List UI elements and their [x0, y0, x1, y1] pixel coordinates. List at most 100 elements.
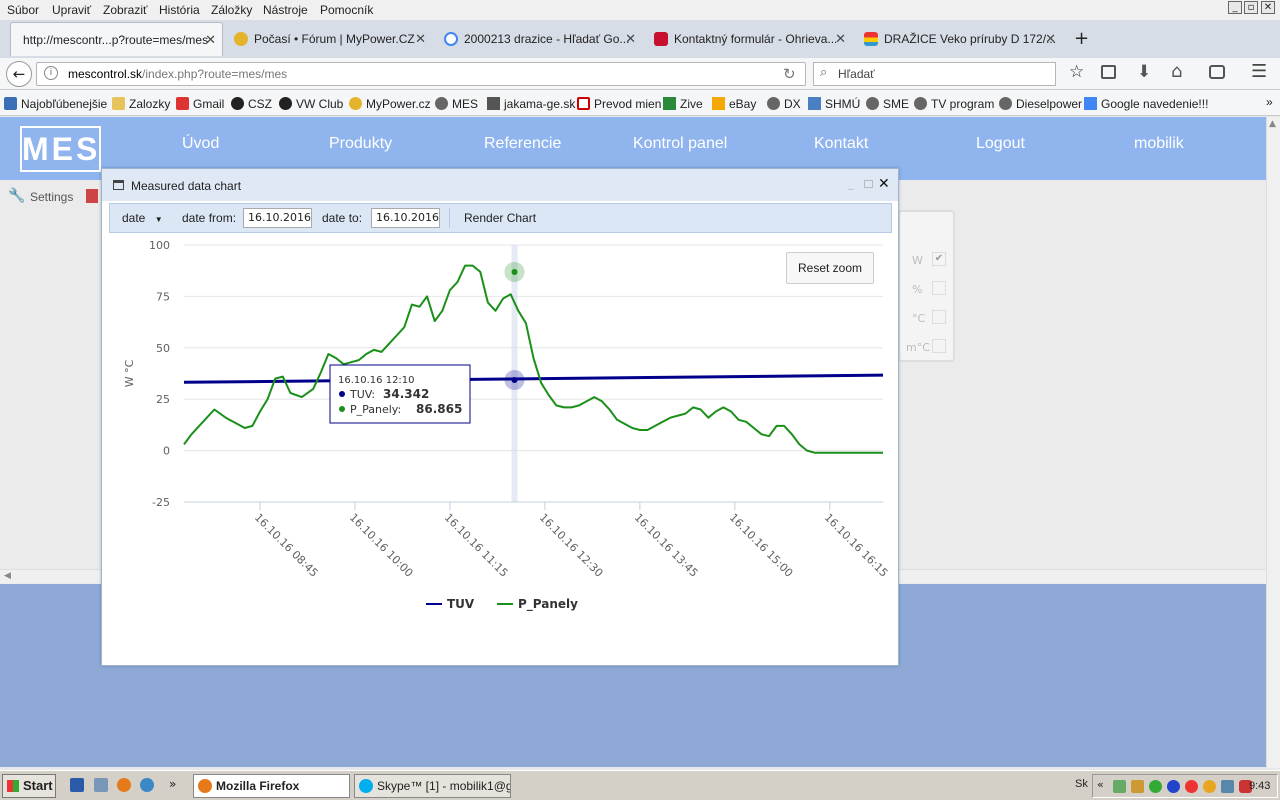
taskbar-firefox[interactable]: Mozilla Firefox — [193, 774, 350, 798]
scroll-up-icon[interactable]: ▲ — [1269, 119, 1276, 129]
tray-icon[interactable] — [1113, 780, 1126, 793]
more-icon[interactable]: » — [169, 777, 177, 791]
menu-file[interactable]: Súbor — [7, 3, 40, 17]
menu-edit[interactable]: Upraviť — [52, 3, 92, 17]
site-info-icon[interactable]: i — [44, 66, 58, 80]
reading-list-icon[interactable] — [1101, 65, 1116, 79]
bluetooth-icon[interactable] — [1167, 780, 1180, 793]
dialog-close-icon[interactable]: ✕ — [878, 176, 890, 192]
tab-drazice-flange[interactable]: DRAŽICE Veko príruby D 172/... ✕ — [858, 22, 1062, 56]
close-tab-icon[interactable]: ✕ — [835, 31, 846, 46]
nav-link-products[interactable]: Produkty — [329, 135, 393, 152]
bookmark-star-icon[interactable]: ☆ — [1069, 62, 1085, 82]
bookmark-item[interactable]: jakama-ge.sk — [487, 97, 575, 111]
reload-icon[interactable]: ↻ — [783, 65, 796, 83]
download-icon[interactable]: ⬇ — [1137, 62, 1152, 82]
close-tab-icon[interactable]: ✕ — [1045, 31, 1056, 46]
bookmark-item[interactable]: Najobľúbenejšie — [4, 97, 107, 111]
bookmark-item[interactable]: Google navedenie!!! — [1084, 97, 1208, 111]
dialog-titlebar[interactable]: Measured data chart _ ✕ — [102, 169, 898, 201]
nav-link-logout[interactable]: Logout — [976, 135, 1025, 152]
close-tab-icon[interactable]: ✕ — [415, 31, 426, 46]
pocket-icon[interactable] — [1209, 65, 1225, 79]
search-input[interactable]: Hľadať — [838, 67, 875, 81]
close-tab-icon[interactable]: ✕ — [205, 32, 216, 47]
bookmark-item[interactable]: Dieselpower — [999, 97, 1082, 111]
address-bar[interactable]: i mescontrol.sk/index.php?route=mes/mes … — [36, 62, 806, 86]
tray-expand-icon[interactable]: « — [1097, 778, 1104, 791]
settings-label[interactable]: Settings — [30, 190, 74, 204]
nav-link-mobilik[interactable]: mobilik — [1134, 135, 1184, 152]
firefox-icon[interactable] — [117, 778, 131, 792]
back-arrow-icon[interactable]: ← — [6, 61, 32, 87]
nav-link-control-panel[interactable]: Kontrol panel — [633, 135, 728, 152]
new-tab-icon[interactable]: + — [1074, 28, 1090, 49]
network-icon[interactable] — [1221, 780, 1234, 793]
close-window-button[interactable]: ✕ — [1261, 1, 1275, 14]
tab-google-search[interactable]: 2000213 drazice - Hľadať Go... ✕ — [438, 22, 642, 56]
nav-link-intro[interactable]: Úvod — [182, 135, 220, 152]
tray-icon[interactable] — [1149, 780, 1162, 793]
smiley-favicon-icon — [234, 32, 248, 46]
bookmark-item[interactable]: CSZ — [231, 97, 272, 111]
bookmark-item[interactable]: Zive — [663, 97, 703, 111]
tab-mypower[interactable]: Počasí • Fórum | MyPower.CZ ✕ — [228, 22, 432, 56]
antivirus-icon[interactable] — [1239, 780, 1252, 793]
more-bookmarks-icon[interactable]: » — [1266, 95, 1273, 109]
dialog-maximize-icon[interactable] — [864, 180, 873, 188]
taskbar-skype[interactable]: Skype™ [1] - mobilik1@g... — [354, 774, 511, 798]
quicklaunch-icon[interactable] — [94, 778, 108, 792]
scroll-left-icon[interactable]: ◀ — [4, 571, 11, 581]
menu-help[interactable]: Pomocník — [320, 3, 374, 17]
chart-icon[interactable] — [86, 189, 98, 203]
unit-checkbox[interactable] — [932, 339, 946, 353]
unit-checkbox[interactable] — [932, 310, 946, 324]
tray-icon[interactable] — [1203, 780, 1216, 793]
menu-view[interactable]: Zobraziť — [103, 3, 148, 17]
ie-icon[interactable] — [140, 778, 154, 792]
menu-bookmarks[interactable]: Záložky — [211, 3, 253, 17]
restore-window-button[interactable]: ▫ — [1244, 1, 1258, 14]
line-chart[interactable]: 100 75 50 25 0 -25 W °C 16.10.16 08:45 16.10.16 … — [109, 235, 892, 659]
bookmark-item[interactable]: MES — [435, 97, 478, 111]
hamburger-menu-icon[interactable]: ☰ — [1251, 61, 1268, 82]
site-logo[interactable]: MES — [20, 126, 101, 172]
bookmark-item[interactable]: eBay — [712, 97, 756, 111]
unit-checkbox[interactable] — [932, 281, 946, 295]
start-button[interactable]: Start — [2, 774, 56, 798]
chart-tooltip: 16.10.16 12:10 TUV: 34.342 P_Panely: 86.86… — [329, 364, 471, 424]
bookmark-item[interactable]: SME — [866, 97, 909, 111]
bookmark-item[interactable]: SHMÚ — [808, 97, 860, 111]
unit-checkbox[interactable]: ✔ — [932, 252, 946, 266]
bookmark-item[interactable]: DX — [767, 97, 801, 111]
tab-contact-form[interactable]: Kontaktný formulár - Ohrieva... ✕ — [648, 22, 852, 56]
legend-item[interactable]: TUV — [447, 597, 475, 611]
menu-history[interactable]: História — [159, 3, 200, 17]
close-tab-icon[interactable]: ✕ — [625, 31, 636, 46]
bookmark-item[interactable]: Zalozky — [112, 97, 170, 111]
menu-tools[interactable]: Nástroje — [263, 3, 308, 17]
bookmark-item[interactable]: MyPower.cz — [349, 97, 431, 111]
vertical-scrollbar[interactable]: ▲ — [1266, 117, 1280, 768]
tab-mescontrol[interactable]: http://mescontr...p?route=mes/mes ✕ — [10, 22, 223, 56]
bookmark-item[interactable]: Prevod mien — [577, 97, 661, 111]
date-from-field[interactable]: 16.10.2016 — [243, 208, 312, 228]
legend-item[interactable]: P_Panely — [518, 597, 578, 612]
nav-link-references[interactable]: Referencie — [484, 135, 562, 152]
dialog-minimize-icon[interactable]: _ — [848, 177, 854, 190]
hover-point — [511, 269, 518, 276]
search-box[interactable]: ⌕ Hľadať — [813, 62, 1056, 86]
bookmark-item[interactable]: TV program — [914, 97, 994, 111]
date-to-field[interactable]: 16.10.2016 — [371, 208, 440, 228]
reset-zoom-button[interactable]: Reset zoom — [786, 252, 874, 284]
mode-select[interactable]: date ▼ — [122, 211, 163, 225]
home-icon[interactable]: ⌂ — [1171, 61, 1183, 82]
render-chart-button[interactable]: Render Chart — [464, 211, 537, 225]
minimize-window-button[interactable]: _ — [1228, 1, 1242, 14]
nav-link-contact[interactable]: Kontakt — [814, 135, 869, 152]
quicklaunch-icon[interactable] — [70, 778, 84, 792]
tray-icon[interactable] — [1185, 780, 1198, 793]
tray-icon[interactable] — [1131, 780, 1144, 793]
bookmark-item[interactable]: VW Club — [279, 97, 343, 111]
bookmark-item[interactable]: Gmail — [176, 97, 224, 111]
